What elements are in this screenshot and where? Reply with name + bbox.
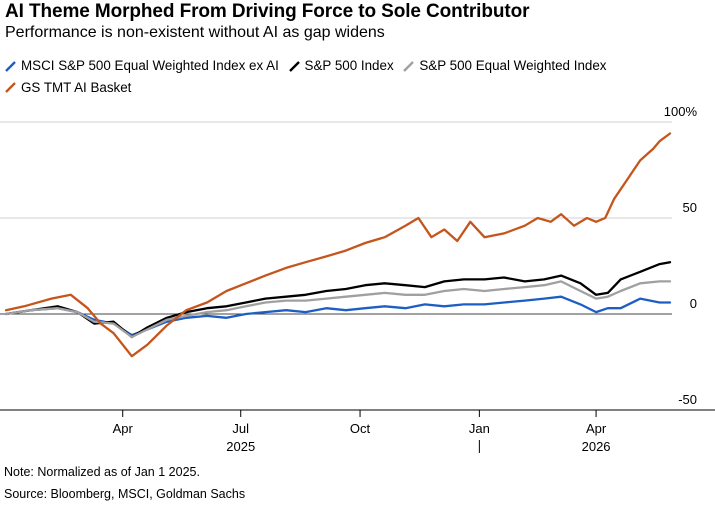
legend-line <box>403 60 415 72</box>
series-line-2 <box>4 280 672 339</box>
legend-line <box>5 60 16 72</box>
legend-item-sp500: S&P 500 Index <box>288 56 394 76</box>
x-axis: Apr Jul Oct Jan Apr 2025 2026 <box>0 409 715 454</box>
y-tick-label: -50 <box>678 392 697 407</box>
line-chart: Apr Jul Oct Jan Apr 2025 2026 100% 50 0 -50 <box>0 104 715 454</box>
gridlines <box>0 121 672 411</box>
legend-item-sp500-equal-weighted: S&P 500 Equal Weighted Index <box>403 56 606 76</box>
legend-item-gs-tmt-ai-basket: GS TMT AI Basket <box>5 78 131 98</box>
legend-swatch-icon <box>5 60 16 72</box>
legend-swatch-icon <box>5 82 16 93</box>
legend-line <box>5 82 16 93</box>
series-layer <box>4 132 672 358</box>
x-year-label: 2026 <box>582 439 611 454</box>
chart-note: Note: Normalized as of Jan 1 2025. <box>4 465 200 479</box>
legend-label: S&P 500 Index <box>304 58 394 73</box>
chart-source: Source: Bloomberg, MSCI, Goldman Sachs <box>4 487 246 501</box>
legend-label: GS TMT AI Basket <box>21 79 132 95</box>
y-tick-label: 100% <box>664 104 698 119</box>
y-tick-label: 0 <box>690 296 697 311</box>
chart-subtitle: Performance is non-existent without AI a… <box>5 24 385 41</box>
series-line-0 <box>4 295 672 337</box>
legend-line <box>288 60 300 72</box>
x-tick-label: Jul <box>232 421 249 436</box>
chart-title: AI Theme Morphed From Driving Force to S… <box>5 1 530 22</box>
y-axis-labels: 100% 50 0 -50 <box>664 104 698 407</box>
legend-swatch-icon <box>288 60 300 72</box>
x-tick-label: Apr <box>113 421 134 436</box>
y-tick-label: 50 <box>683 200 697 215</box>
x-tick-label: Apr <box>586 421 607 436</box>
series-line-3 <box>4 132 672 358</box>
x-tick-label: Jan <box>469 421 490 436</box>
legend-label: S&P 500 Equal Weighted Index <box>419 58 607 73</box>
legend-swatch-icon <box>403 60 415 72</box>
x-year-label: 2025 <box>226 439 255 454</box>
chart-legend: MSCI S&P 500 Equal Weighted Index ex AI … <box>5 56 711 99</box>
legend-label: MSCI S&P 500 Equal Weighted Index ex AI <box>21 58 279 73</box>
x-tick-label: Oct <box>350 421 371 436</box>
legend-item-msci-ex-ai: MSCI S&P 500 Equal Weighted Index ex AI <box>5 56 279 76</box>
